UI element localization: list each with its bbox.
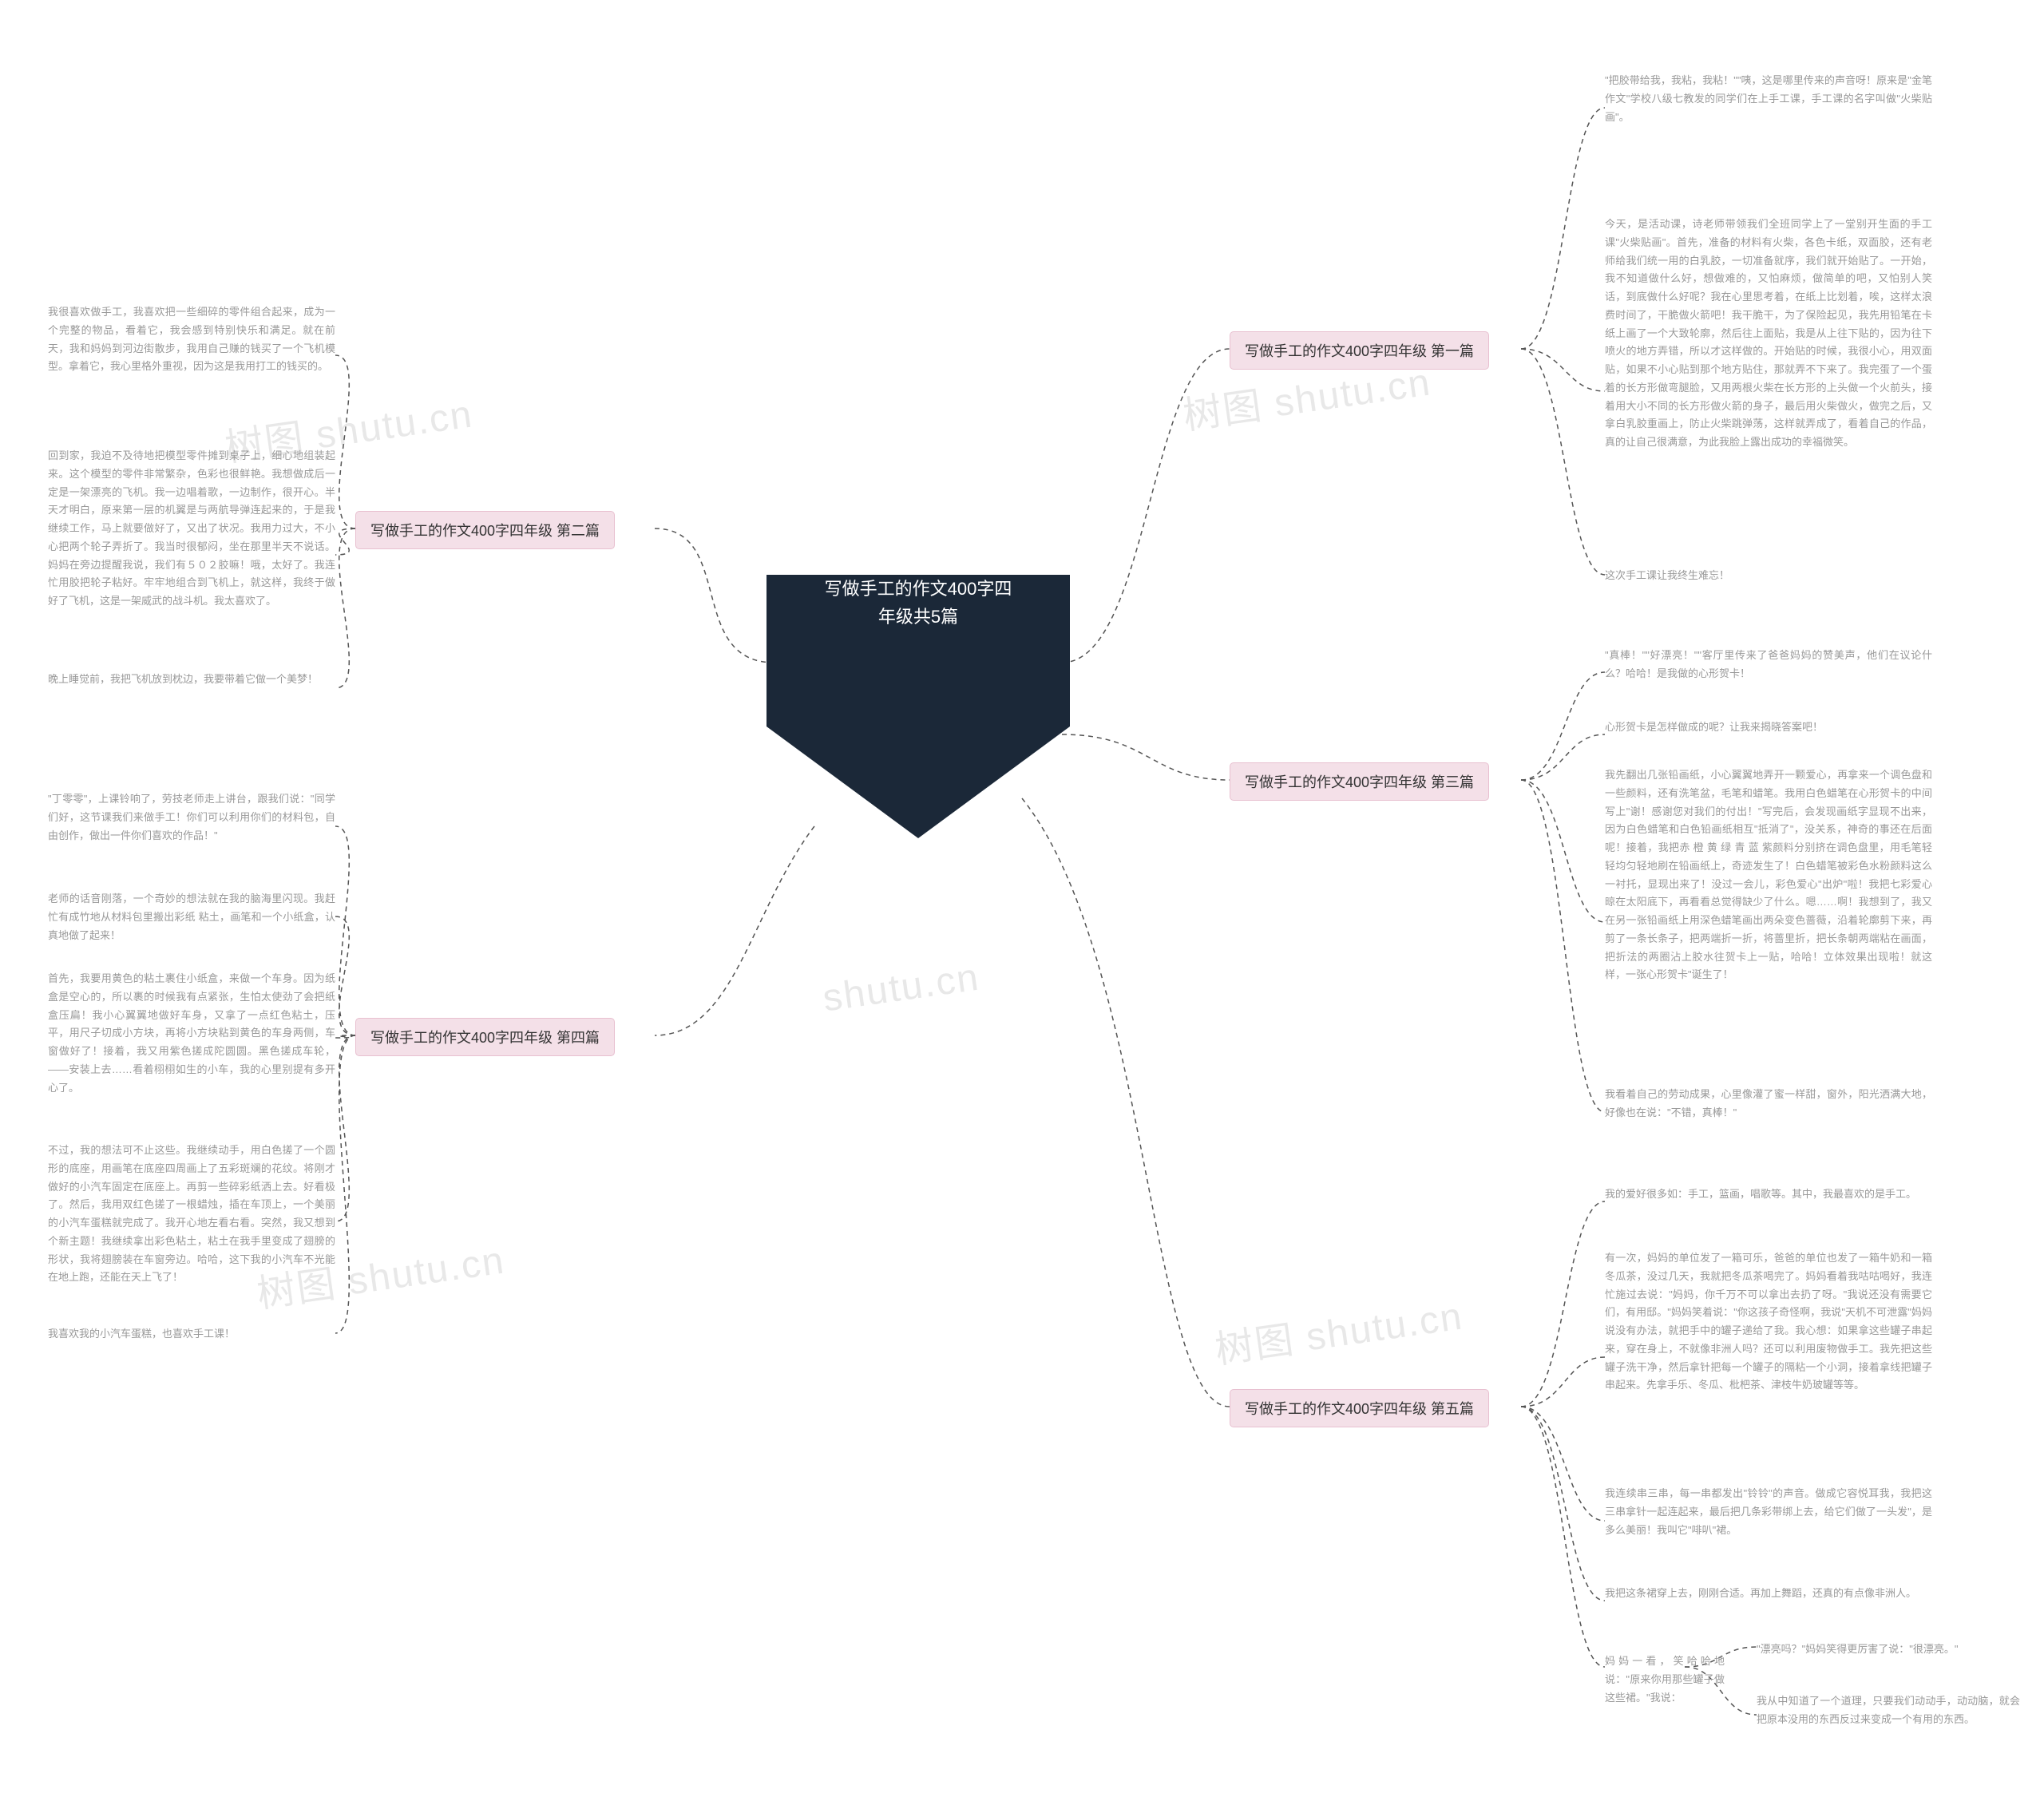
branch-node-5[interactable]: 写做手工的作文400字四年级 第五篇	[1230, 1389, 1489, 1427]
leaf-text: 这次手工课让我终生难忘！	[1605, 567, 1932, 585]
leaf-text: 妈妈一看，笑哈哈地说："原来你用那些罐子做这些裙。"我说：	[1605, 1653, 1725, 1707]
leaf-text: "漂亮吗？"妈妈笑得更厉害了说："很漂亮。"	[1757, 1641, 2020, 1659]
branch-node-4[interactable]: 写做手工的作文400字四年级 第四篇	[355, 1018, 615, 1056]
leaf-text: "把胶带给我，我粘，我粘！""咦，这是哪里传来的声音呀！原来是"金笔作文"学校八…	[1605, 72, 1932, 126]
leaf-text: 我连续串三串，每一串都发出"铃铃"的声音。做成它容悦耳我，我把这三串拿针一起连起…	[1605, 1485, 1932, 1539]
leaf-text: 回到家，我迫不及待地把模型零件摊到桌子上，细心地组装起来。这个模型的零件非常繁杂…	[48, 447, 335, 611]
leaf-text: 我从中知道了一个道理，只要我们动动手，动动脑，就会把原本没用的东西反过来变成一个…	[1757, 1692, 2020, 1729]
leaf-text: 我看着自己的劳动成果，心里像灌了蜜一样甜，窗外，阳光洒满大地，好像也在说："不错…	[1605, 1086, 1932, 1122]
center-title-line1: 写做手工的作文400字四	[825, 579, 1012, 599]
leaf-text: 我很喜欢做手工，我喜欢把一些细碎的零件组合起来，成为一个完整的物品，看着它，我会…	[48, 303, 335, 376]
leaf-text: 老师的话音刚落，一个奇妙的想法就在我的脑海里闪现。我赶忙有成竹地从材料包里搬出彩…	[48, 890, 335, 944]
leaf-text: "丁零零"，上课铃响了，劳技老师走上讲台，跟我们说："同学们好，这节课我们来做手…	[48, 790, 335, 845]
leaf-text: "真棒！""好漂亮！""客厅里传来了爸爸妈妈的赞美声，他们在议论什么？哈哈！是我…	[1605, 647, 1932, 683]
leaf-text: 心形贺卡是怎样做成的呢？让我来揭晓答案吧！	[1605, 718, 1932, 737]
leaf-text: 今天，是活动课，诗老师带领我们全班同学上了一堂别开生面的手工课"火柴贴画"。首先…	[1605, 216, 1932, 452]
center-title-line2: 年级共5篇	[878, 607, 958, 627]
watermark: shutu.cn	[820, 956, 982, 1021]
leaf-text: 我先翻出几张铅画纸，小心翼翼地弄开一颗爱心，再拿来一个调色盘和一些颜料，还有洗笔…	[1605, 766, 1932, 984]
branch-node-3[interactable]: 写做手工的作文400字四年级 第三篇	[1230, 762, 1489, 801]
branch-node-2[interactable]: 写做手工的作文400字四年级 第二篇	[355, 511, 615, 549]
leaf-text: 晚上睡觉前，我把飞机放到枕边，我要带着它做一个美梦！	[48, 671, 335, 689]
watermark: 树图 shutu.cn	[1211, 1284, 1466, 1375]
leaf-text: 我的爱好很多如：手工，篮画，唱歌等。其中，我最喜欢的是手工。	[1605, 1185, 1932, 1204]
leaf-text: 不过，我的想法可不止这些。我继续动手，用白色搓了一个圆形的底座，用画笔在底座四周…	[48, 1142, 335, 1287]
leaf-text: 有一次，妈妈的单位发了一箱可乐，爸爸的单位也发了一箱牛奶和一箱冬瓜茶，没过几天，…	[1605, 1249, 1932, 1395]
leaf-text: 我把这条裙穿上去，刚刚合适。再加上舞蹈，还真的有点像非洲人。	[1605, 1585, 1932, 1603]
center-node-label: 写做手工的作文400字四 年级共5篇	[766, 575, 1070, 631]
leaf-text: 首先，我要用黄色的粘土裹住小纸盒，来做一个车身。因为纸盒是空心的，所以裹的时候我…	[48, 970, 335, 1097]
branch-node-1[interactable]: 写做手工的作文400字四年级 第一篇	[1230, 331, 1489, 370]
leaf-text: 我喜欢我的小汽车蛋糕，也喜欢手工课！	[48, 1325, 335, 1344]
